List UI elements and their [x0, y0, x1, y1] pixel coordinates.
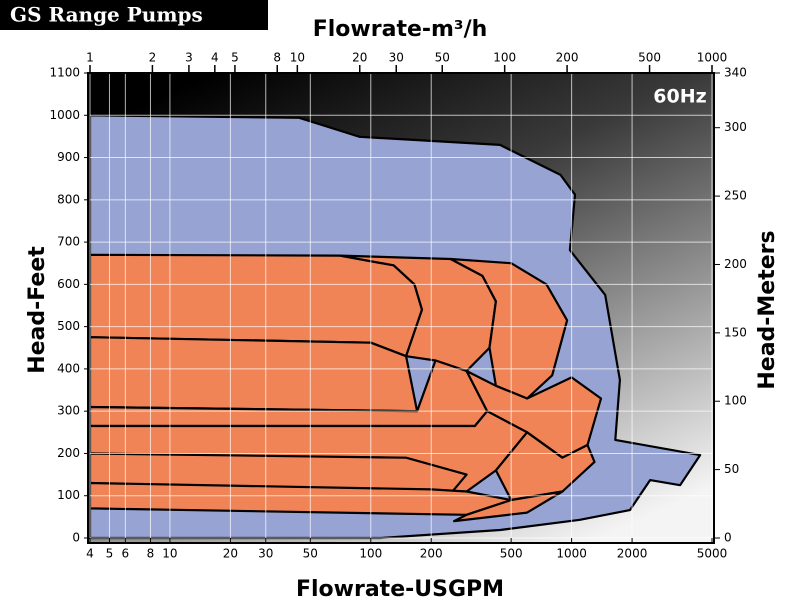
x2-tick-label: 50 — [435, 51, 450, 65]
y2-tick-label: 340 — [724, 66, 747, 80]
x2-tick-label: 100 — [493, 51, 516, 65]
y2-axis-title: Head-Meters — [755, 230, 780, 389]
chart-title: GS Range Pumps — [10, 3, 203, 27]
x2-tick-label: 3 — [185, 51, 193, 65]
x-tick-label: 2000 — [617, 547, 648, 561]
x2-tick-label: 5 — [231, 51, 239, 65]
coverage-region — [453, 490, 564, 523]
y-tick-label: 1100 — [49, 66, 80, 80]
y-tick-label: 800 — [57, 192, 80, 206]
x-tick-label: 50 — [303, 547, 318, 561]
y-tick-label: 200 — [57, 446, 80, 460]
x-tick-label: 6 — [122, 547, 130, 561]
x2-axis-title: Flowrate-m³/h — [313, 17, 488, 42]
y2-tick-label: 200 — [724, 257, 747, 271]
y2-tick-label: 50 — [724, 462, 739, 476]
x-tick-label: 5 — [106, 547, 114, 561]
x2-tick-label: 1 — [86, 51, 94, 65]
x-tick-label: 1000 — [556, 547, 587, 561]
x-tick-label: 500 — [500, 547, 523, 561]
x2-tick-label: 30 — [389, 51, 404, 65]
x-axis-title: Flowrate-USGPM — [296, 577, 504, 602]
x2-tick-label: 10 — [290, 51, 305, 65]
x-tick-label: 5000 — [697, 547, 728, 561]
y-tick-label: 0 — [72, 531, 80, 545]
x-tick-label: 30 — [258, 547, 273, 561]
x2-tick-label: 20 — [352, 51, 367, 65]
coverage-region — [88, 336, 419, 413]
x2-tick-label: 1000 — [697, 51, 728, 65]
y-axis-title: Head-Feet — [25, 246, 50, 374]
y-tick-label: 1000 — [49, 108, 80, 122]
y-tick-label: 700 — [57, 235, 80, 249]
y2-tick-label: 150 — [724, 325, 747, 339]
y2-tick-label: 100 — [724, 394, 747, 408]
x2-tick-label: 8 — [273, 51, 281, 65]
x-tick-label: 8 — [147, 547, 155, 561]
x-tick-label: 20 — [223, 547, 238, 561]
y-tick-label: 100 — [57, 488, 80, 502]
x2-tick-label: 4 — [211, 51, 219, 65]
x-tick-label: 100 — [359, 547, 382, 561]
coverage-region — [494, 431, 596, 502]
y2-tick-label: 300 — [724, 120, 747, 134]
y2-tick-label: 0 — [724, 531, 732, 545]
y2-tick-label: 250 — [724, 189, 747, 203]
x-tick-label: 10 — [162, 547, 177, 561]
x-tick-label: 200 — [420, 547, 443, 561]
x2-tick-label: 500 — [638, 51, 661, 65]
y-tick-label: 300 — [57, 404, 80, 418]
y-tick-label: 600 — [57, 277, 80, 291]
annotation: 60Hz — [653, 86, 706, 108]
x2-tick-label: 2 — [149, 51, 157, 65]
y-tick-label: 900 — [57, 150, 80, 164]
x-tick-label: 4 — [86, 547, 94, 561]
y-tick-label: 400 — [57, 361, 80, 375]
plot-frame — [87, 72, 715, 544]
x2-tick-label: 200 — [556, 51, 579, 65]
y-tick-label: 500 — [57, 319, 80, 333]
title-box — [0, 0, 268, 30]
